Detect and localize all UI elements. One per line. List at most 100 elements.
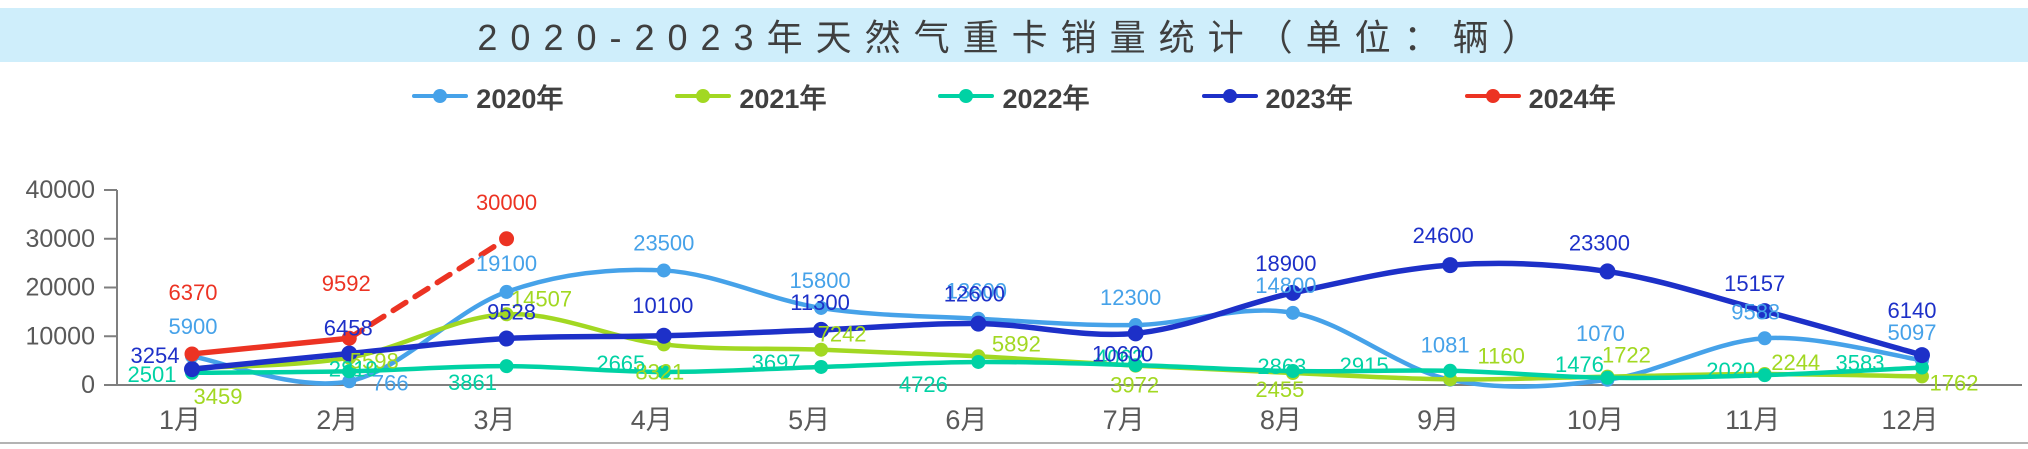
x-axis-label: 4月: [631, 405, 673, 435]
watermark-cover: [690, 112, 1080, 240]
x-axis-label: 2月: [316, 405, 358, 435]
data-label-2021年: 5892: [992, 331, 1041, 356]
data-label-2022年: 2665: [596, 351, 645, 376]
data-label-2021年: 3459: [194, 384, 243, 409]
data-label-2020年: 5900: [169, 314, 218, 339]
data-label-2023年: 3254: [131, 343, 180, 368]
data-label-2020年: 15800: [789, 268, 850, 293]
data-label-2021年: 2455: [1255, 377, 1304, 402]
data-label-2021年: 7242: [818, 322, 867, 347]
legend-item-2021年: 2021年: [675, 77, 826, 116]
x-axis-label: 5月: [788, 405, 830, 435]
data-point-2023年: [341, 345, 358, 362]
data-label-2024年: 30000: [476, 190, 537, 215]
data-point-2020年: [499, 284, 514, 299]
x-axis-label: 10月: [1567, 405, 1624, 435]
data-point-2021年: [499, 307, 514, 322]
data-label-2020年: 12300: [1100, 285, 1161, 310]
y-axis-tick-label: 20000: [25, 274, 95, 302]
data-label-2022年: 2020: [1706, 358, 1755, 383]
data-point-2024年: [341, 330, 357, 346]
legend-label: 2022年: [1002, 83, 1090, 114]
data-point-2020年: [1757, 331, 1772, 346]
data-label-2024年: 6370: [169, 280, 218, 305]
data-label-2023年: 6458: [324, 316, 373, 341]
x-axis-label: 7月: [1103, 405, 1145, 435]
legend-item-2024年: 2024年: [1464, 77, 1616, 116]
legend-marker-icon: [1464, 89, 1521, 103]
data-label-2020年: 23500: [633, 230, 694, 255]
bottom-border: [0, 442, 2028, 444]
data-point-2023年: [1442, 257, 1459, 274]
x-axis-label: 6月: [945, 405, 987, 435]
data-point-2022年: [1757, 368, 1772, 383]
data-point-2022年: [1914, 360, 1929, 375]
x-axis-label: 9月: [1417, 405, 1459, 435]
data-label-2022年: 2863: [1257, 354, 1306, 379]
data-label-2021年: 3972: [1110, 373, 1159, 398]
data-label-2022年: 3697: [752, 350, 801, 375]
data-point-2020年: [1285, 305, 1300, 320]
data-label-2021年: 8321: [635, 359, 684, 384]
legend-label: 2021年: [739, 83, 827, 114]
data-label-2020年: 1070: [1576, 321, 1625, 346]
data-label-2022年: 4062: [1095, 345, 1144, 370]
legend-marker-icon: [938, 89, 995, 103]
y-axis-tick-label: 40000: [25, 176, 95, 204]
legend-label: 2023年: [1265, 83, 1353, 114]
data-label-2022年: 3861: [448, 370, 497, 395]
data-point-2020年: [342, 374, 357, 389]
data-point-2023年: [1284, 284, 1301, 301]
legend: 2020年 2021年 2022年 2023年 2024年: [0, 78, 2028, 114]
data-point-2022年: [1443, 363, 1458, 378]
data-label-2020年: 9588: [1731, 299, 1780, 324]
data-point-2023年: [970, 315, 987, 332]
data-point-2020年: [814, 300, 829, 315]
data-point-2021年: [814, 342, 829, 357]
legend-label: 2020年: [476, 83, 564, 114]
data-label-2020年: 766: [372, 370, 409, 395]
data-label-2023年: 10600: [1092, 341, 1153, 366]
data-label-2020年: 13600: [946, 279, 1007, 304]
legend-item-2022年: 2022年: [938, 77, 1090, 116]
data-label-2023年: 24600: [1413, 223, 1474, 248]
data-point-2023年: [1913, 347, 1930, 364]
data-point-2022年: [1600, 370, 1615, 385]
series-line-2023年: [189, 260, 1925, 372]
data-point-2023年: [1127, 325, 1144, 342]
legend-item-2020年: 2020年: [412, 77, 563, 116]
data-label-2022年: 4726: [899, 372, 948, 397]
data-label-2023年: 6140: [1887, 298, 1936, 323]
y-axis-tick-label: 30000: [25, 225, 95, 253]
data-label-2022年: 3583: [1835, 351, 1884, 376]
legend-marker-icon: [1201, 89, 1258, 103]
data-label-2021年: 1160: [1478, 343, 1525, 368]
data-label-2023年: 12600: [944, 282, 1005, 307]
series-line-2022年: [189, 359, 1925, 381]
series-line-solid-2024年: [189, 335, 353, 357]
legend-item-2023年: 2023年: [1201, 77, 1353, 116]
data-point-2022年: [1128, 358, 1143, 373]
data-label-2022年: 2819: [329, 356, 378, 381]
data-label-2023年: 15157: [1724, 271, 1785, 296]
data-label-2021年: 14507: [511, 286, 572, 311]
chart-title: 2020-2023年天然气重卡销量统计（单位：辆）: [0, 8, 2028, 62]
data-point-2023年: [498, 330, 515, 347]
data-label-2024年: 9592: [322, 271, 371, 296]
data-label-2022年: 2501: [128, 362, 177, 387]
data-label-2023年: 10100: [632, 293, 693, 318]
data-point-2024年: [184, 346, 200, 362]
y-axis-tick-label: 10000: [25, 322, 95, 350]
y-axis-tick-label: 0: [81, 371, 95, 399]
legend-marker-icon: [412, 89, 469, 103]
data-point-2022年: [499, 359, 514, 374]
series-line-dashed-2024年: [346, 236, 510, 341]
data-label-2022年: 2915: [1340, 353, 1389, 378]
legend-label: 2024年: [1528, 83, 1616, 114]
data-label-2020年: 5097: [1887, 320, 1936, 345]
x-axis-label: 11月: [1725, 405, 1780, 435]
data-label-2020年: 14800: [1255, 273, 1316, 298]
x-axis-label: 12月: [1881, 405, 1938, 435]
data-label-2020年: 19100: [476, 251, 537, 276]
